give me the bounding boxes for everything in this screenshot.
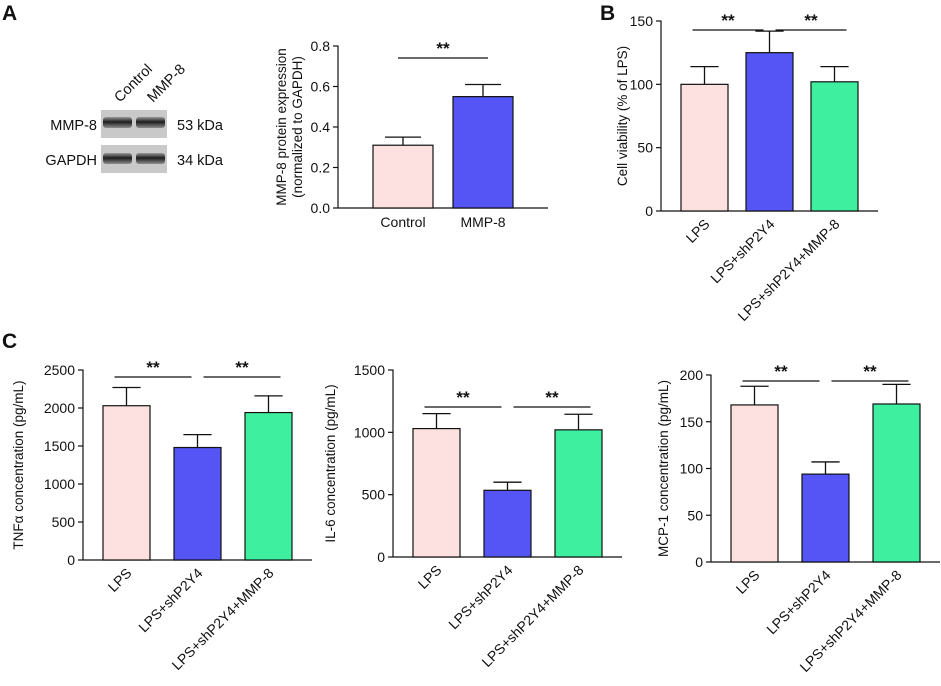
chart-A: 0.0 0.2 0.4 0.6 0.8 MMP-8 protein expression(… [274,38,548,230]
blot-band [103,117,132,128]
chart-C1: 0 500 1000 1500 2000 2500 TNFα concentration (… [11,358,312,673]
x-tick-label: LPS+shP2Y4 [707,216,778,287]
blot-kda-mmp8: 53 kDa [177,118,224,134]
y-tick-label: 500 [52,514,76,530]
y-tick-label: 1000 [44,476,75,492]
y-tick-label: 500 [362,487,386,503]
blot-band [103,153,132,164]
blot-band [136,153,165,164]
x-tick-label: LPS [733,567,763,597]
bar [801,473,850,563]
y-tick-label: 0.8 [311,38,331,54]
y-tick-label: 100 [630,76,654,92]
panel-label-c: C [2,330,17,353]
bar [412,427,461,558]
bar [810,81,859,212]
bar [372,144,434,209]
significance-label: ** [436,39,450,58]
bar [872,403,921,563]
y-tick-label: 0 [377,549,385,565]
x-tick-label: LPS [683,216,713,246]
significance-label: ** [721,11,735,30]
y-tick-label: 1000 [354,424,385,440]
western-blot: Control MMP-8 MMP-8 GAPDH 53 kDa 34 kDa [45,61,224,173]
x-tick-label: LPS+shP2Y4 [135,565,206,636]
x-tick-label: LPS [105,565,135,595]
significance-label: ** [146,358,160,377]
bar [452,96,514,209]
chart-B: 0 50 100 150 Cell viability (% of LPS) LPSLPS… [615,11,878,324]
bar [554,429,603,558]
significance-label: ** [235,358,249,377]
y-tick-label: 0.4 [311,119,331,135]
y-tick-label: 2500 [44,362,75,378]
y-axis-label: MMP-8 protein expression [274,48,289,206]
chart-C2: 0 500 1000 1500 IL-6 concentration (pg/mL) LP… [323,362,622,670]
y-tick-label: 0 [695,554,703,570]
y-tick-label: 50 [637,140,653,156]
blot-band [136,117,165,128]
x-tick-label: MMP-8 [460,214,505,230]
blot-kda-gapdh: 34 kDa [177,153,224,169]
bar [730,404,779,563]
x-tick-label: LPS [415,562,445,592]
y-axis-label: (normalized to GAPDH) [290,56,305,198]
significance-label: ** [804,11,818,30]
y-tick-label: 1500 [44,438,75,454]
bar [680,83,729,212]
bar [745,52,794,212]
bar [244,411,293,561]
bar [483,489,532,558]
y-axis-label: TNFα concentration (pg/mL) [11,380,26,549]
significance-label: ** [774,362,788,381]
bar [102,405,151,561]
y-tick-label: 100 [680,461,704,477]
blot-row-label-mmp8: MMP-8 [50,118,97,134]
y-axis-label: MCP-1 concentration (pg/mL) [656,380,671,557]
y-tick-label: 1500 [354,362,385,378]
y-tick-label: 0.2 [311,160,331,176]
y-tick-label: 0.6 [311,79,331,95]
y-axis-label: Cell viability (% of LPS) [615,46,630,186]
x-tick-label: Control [380,214,425,230]
y-tick-label: 150 [680,414,704,430]
x-tick-label: LPS+shP2Y4 [763,567,834,638]
chart-C3: 0 50 100 150 200 MCP-1 concentration (pg/mL) L… [656,362,940,675]
significance-label: ** [863,362,877,381]
panel-label-b: B [600,2,615,25]
y-tick-label: 0.0 [311,200,331,216]
significance-label: ** [545,388,559,407]
bar [173,446,222,561]
y-tick-label: 2000 [44,400,75,416]
significance-label: ** [456,388,470,407]
y-tick-label: 0 [645,203,653,219]
y-tick-label: 50 [687,507,703,523]
y-tick-label: 150 [630,13,654,29]
y-axis-label: IL-6 concentration (pg/mL) [323,384,338,542]
y-tick-label: 0 [67,552,75,568]
blot-row-label-gapdh: GAPDH [45,153,97,169]
y-tick-label: 200 [680,367,704,383]
x-tick-label: LPS+shP2Y4 [445,562,516,633]
panel-label-a: A [2,2,17,25]
